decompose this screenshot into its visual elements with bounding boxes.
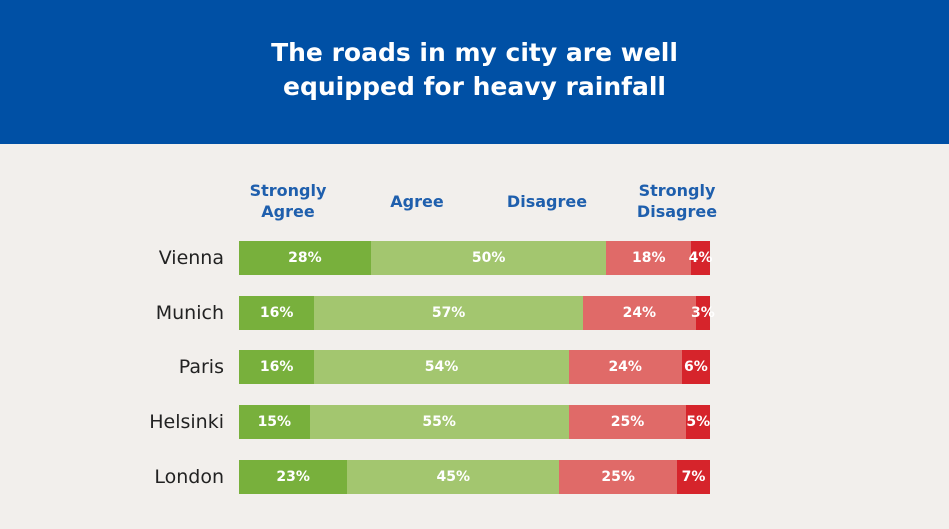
bar-segment-strongly-disagree: 4%: [689, 241, 712, 275]
stacked-bar: 28% 50% 18% 4%: [239, 241, 712, 275]
stacked-bar: 15% 55% 25% 5%: [239, 405, 710, 439]
bar-segment-disagree: 25%: [559, 460, 678, 494]
bar-segment-disagree: 18%: [606, 241, 692, 275]
legend-agree: Agree: [390, 192, 444, 211]
stacked-bar: 23% 45% 25% 7%: [239, 460, 710, 494]
bar-segment-agree: 55%: [309, 405, 569, 439]
category-label: London: [154, 466, 224, 488]
bar-segment-agree: 54%: [314, 350, 569, 384]
chart-title: The roads in my city are well equipped f…: [271, 38, 678, 101]
bar-segment-strongly-disagree: 7%: [677, 460, 710, 494]
bar-segment-agree: 45%: [347, 460, 560, 494]
legend-strongly-disagree: Strongly Disagree: [636, 181, 718, 221]
legend-strongly-agree: Strongly Agree: [249, 181, 327, 221]
category-label: Paris: [178, 356, 224, 378]
chart-header: The roads in my city are well equipped f…: [0, 0, 949, 144]
bar-segment-strongly-agree: 16%: [239, 350, 315, 384]
bar-segment-disagree: 25%: [568, 405, 687, 439]
bar-segment-strongly-disagree: 6%: [681, 350, 710, 384]
bar-segment-strongly-disagree: 3%: [691, 296, 715, 330]
stacked-bar: 16% 57% 24% 3%: [239, 296, 715, 330]
bar-segment-disagree: 24%: [582, 296, 696, 330]
bar-segment-strongly-agree: 16%: [239, 296, 315, 330]
bar-segment-disagree: 24%: [568, 350, 682, 384]
bar-segment-strongly-agree: 28%: [239, 241, 371, 275]
category-label: Vienna: [158, 247, 224, 269]
category-label: Helsinki: [149, 411, 224, 433]
category-label: Munich: [155, 302, 224, 324]
bar-segment-strongly-disagree: 5%: [686, 405, 710, 439]
bar-segment-agree: 57%: [314, 296, 583, 330]
bar-segment-strongly-agree: 15%: [239, 405, 310, 439]
legend-disagree: Disagree: [506, 192, 588, 211]
bar-segment-agree: 50%: [370, 241, 607, 275]
stacked-bar: 16% 54% 24% 6%: [239, 350, 710, 384]
bar-segment-strongly-agree: 23%: [239, 460, 348, 494]
